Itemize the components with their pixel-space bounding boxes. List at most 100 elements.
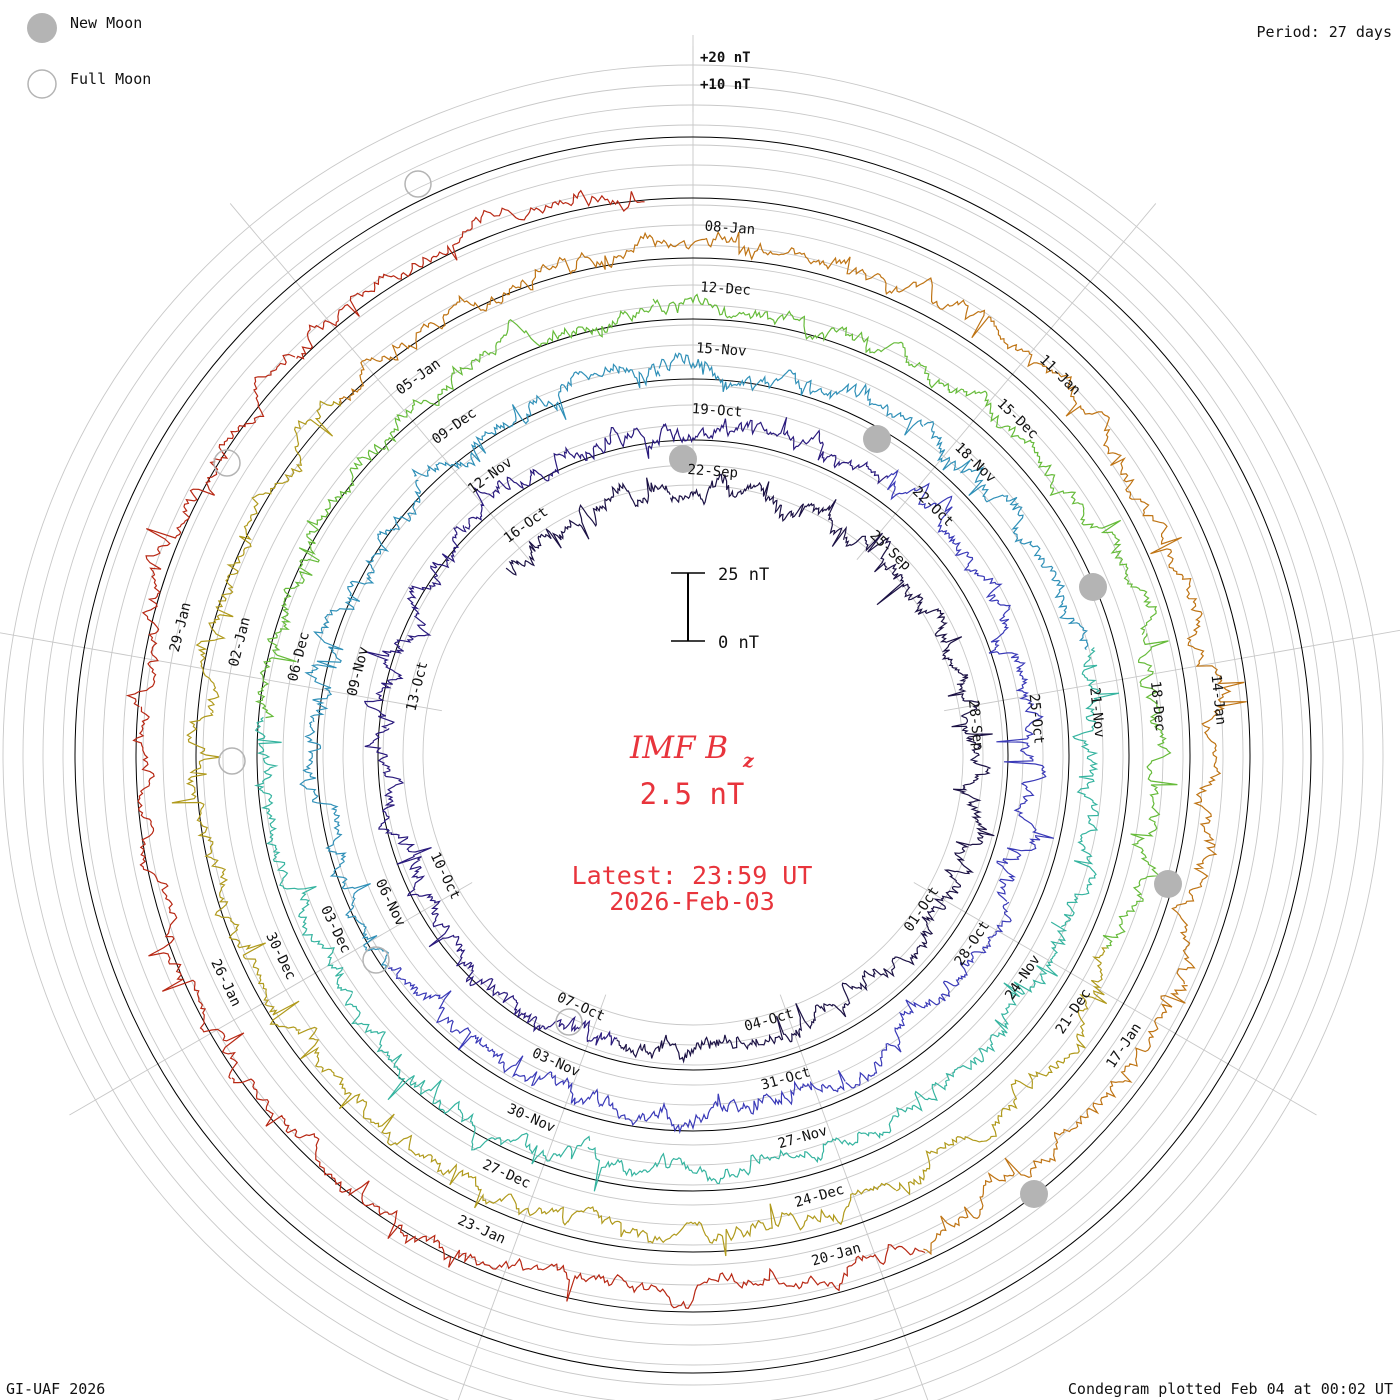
bz-trace-segment: [296, 189, 645, 360]
bz-trace-segment: [886, 469, 1026, 669]
new-moon-marker: [669, 445, 697, 473]
radial-line: [229, 203, 530, 560]
bz-trace-segment: [658, 352, 924, 436]
grid-rings: [2, 64, 1384, 1400]
radial-line: [69, 882, 473, 1116]
bz-trace-segment: [598, 1070, 846, 1135]
date-label: 01-Oct: [901, 884, 943, 935]
bz-trace-segment: [171, 712, 301, 1031]
date-label: 02-Jan: [226, 616, 254, 669]
date-label: 05-Jan: [393, 356, 443, 399]
bz-trace-segment: [948, 387, 1158, 636]
date-label: 18-Nov: [951, 440, 998, 487]
bz-trace-segment: [663, 417, 889, 485]
bz-trace-segment: [464, 423, 665, 530]
baseline-ring: [195, 257, 1191, 1253]
bz-trace-segment: [411, 363, 661, 477]
date-label: 08-Jan: [704, 219, 756, 238]
current-value: 2.5 nT: [640, 777, 745, 811]
footer-timestamp: Condegram plotted Feb 04 at 00:02 UT: [1068, 1380, 1393, 1398]
scale-bar-bottom-label: 0 nT: [718, 633, 759, 653]
bz-trace-segment: [254, 716, 353, 994]
latest-date: 2026-Feb-03: [609, 887, 775, 916]
bz-trace-segment: [132, 706, 245, 1080]
radial-line: [0, 632, 442, 712]
latest-time: Latest: 23:59 UT: [572, 861, 813, 890]
date-label: 30-Nov: [505, 1101, 558, 1136]
date-label: 14-Jan: [1207, 674, 1228, 726]
full-moon-legend-label: Full Moon: [70, 70, 151, 88]
date-label: 19-Oct: [691, 401, 743, 420]
bz-trace-segment: [384, 304, 655, 451]
bz-trace-segment: [363, 525, 467, 729]
date-label: 22-Oct: [909, 484, 956, 531]
bz-trace-segment: [125, 353, 296, 708]
bz-trace-segment: [669, 473, 847, 547]
date-label: 09-Dec: [429, 405, 479, 448]
bz-trace-segment: [923, 420, 1089, 650]
date-label: 06-Nov: [372, 877, 409, 929]
bz-trace-segment: [505, 477, 671, 576]
scale-plus10-label: +10 nT: [700, 77, 751, 93]
full-moon-marker: [218, 747, 246, 775]
new-moon-marker: [1079, 573, 1107, 601]
date-label: 30-Dec: [262, 930, 299, 982]
bz-trace-segment: [845, 901, 1012, 1089]
full-moon-marker: [555, 1008, 583, 1036]
bz-trace-segment: [428, 925, 618, 1046]
bz-trace-segment: [231, 1077, 557, 1271]
baseline-ring: [377, 439, 1009, 1071]
date-label: 16-Oct: [501, 504, 551, 547]
new-moon-marker: [1020, 1180, 1048, 1208]
chart-title-subscript: z: [742, 750, 755, 772]
scale-bar-top-label: 25 nT: [718, 565, 769, 585]
bz-trace-segment: [338, 231, 649, 404]
baseline-ring: [256, 318, 1130, 1192]
new-moon-legend-icon: [27, 13, 57, 43]
new-moon-marker: [863, 425, 891, 453]
date-label: 03-Nov: [530, 1045, 583, 1080]
bz-trace-segment: [616, 1003, 816, 1064]
date-label: 21-Nov: [1086, 687, 1107, 739]
bz-trace-segment: [993, 325, 1203, 621]
bz-trace-segment: [388, 966, 600, 1106]
full-moon-marker: [362, 946, 390, 974]
chart-title: IMF B: [629, 730, 728, 766]
bz-trace-segment: [895, 947, 1108, 1196]
bz-trace-segment: [996, 667, 1054, 902]
radial-line: [779, 994, 929, 1400]
bz-trace-segment: [813, 875, 962, 1018]
radial-line: [944, 629, 1400, 712]
date-label: 15-Nov: [695, 340, 747, 359]
bz-trace-segment: [869, 921, 1068, 1140]
full-moon-marker: [404, 170, 432, 198]
radial-line: [913, 882, 1317, 1116]
date-label: 13-Oct: [404, 660, 432, 713]
bz-trace-segment: [344, 993, 591, 1165]
bz-trace-segment: [1171, 619, 1247, 985]
bz-series: [125, 189, 1247, 1309]
date-label: 06-Dec: [285, 630, 313, 683]
radial-line: [856, 203, 1157, 560]
date-label: 26-Jan: [207, 957, 244, 1009]
date-label: 09-Nov: [344, 645, 372, 698]
baseline-ring: [316, 378, 1070, 1132]
bz-trace-segment: [1102, 633, 1178, 949]
bz-trace-segment: [304, 479, 422, 723]
bz-trace-segment: [556, 1244, 926, 1309]
radial-day-lines: [0, 35, 1400, 1400]
date-label: 11-Jan: [1036, 352, 1083, 399]
bz-trace-segment: [1061, 647, 1120, 928]
bz-trace-segment: [364, 727, 450, 928]
bz-trace-segment: [943, 683, 995, 877]
date-label: 21-Dec: [1053, 986, 1095, 1037]
new-moon-legend-label: New Moon: [70, 14, 142, 32]
radial-line: [457, 994, 607, 1400]
date-label: 27-Nov: [776, 1123, 829, 1152]
bz-trace-segment: [299, 721, 390, 971]
bz-trace-segment: [587, 1131, 870, 1192]
full-moon-marker: [213, 449, 241, 477]
scale-plus20-label: +20 nT: [700, 50, 751, 66]
bz-trace-segment: [923, 985, 1188, 1256]
